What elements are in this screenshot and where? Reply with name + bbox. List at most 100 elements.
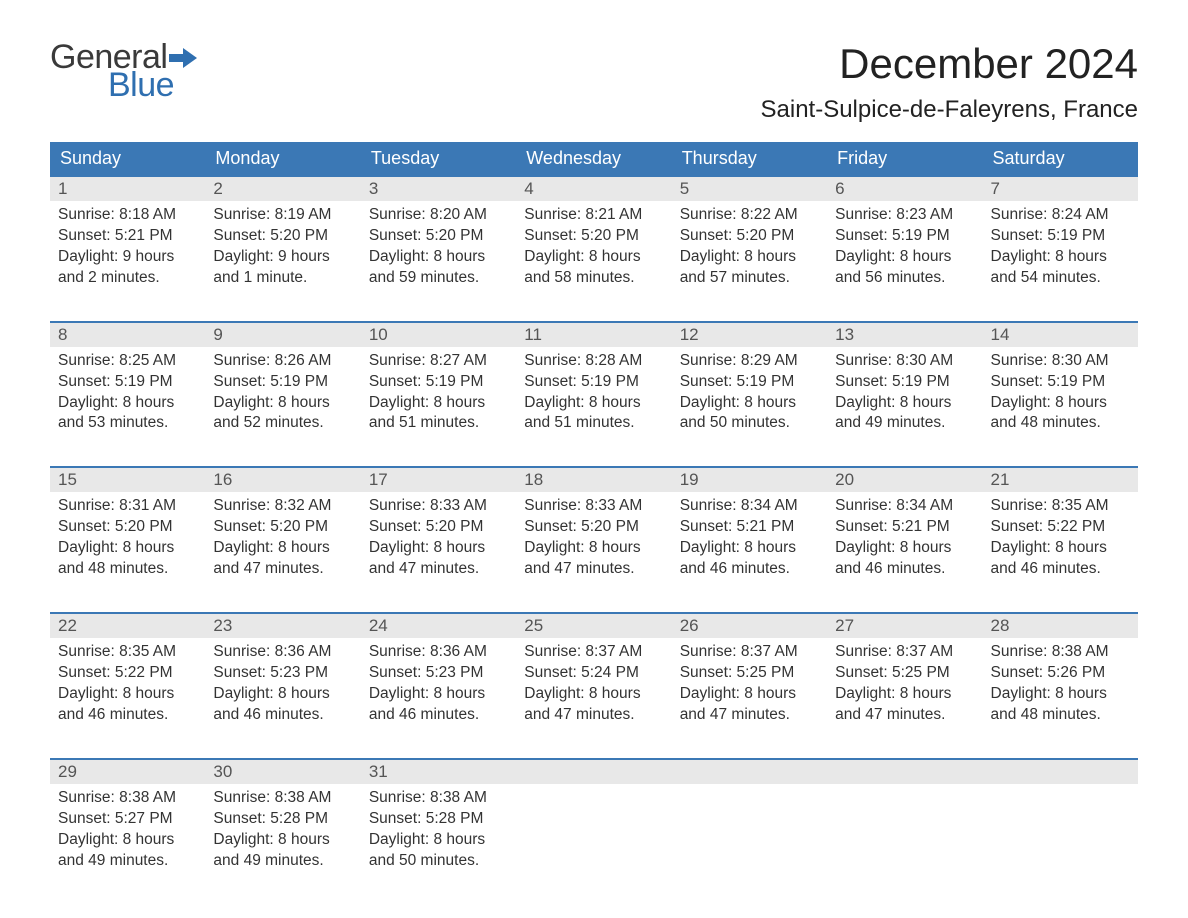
- dow-tuesday: Tuesday: [361, 142, 516, 175]
- sunrise-line: Sunrise: 8:27 AM: [369, 351, 508, 372]
- sunrise-line: Sunrise: 8:28 AM: [524, 351, 663, 372]
- sunrise-line: Sunrise: 8:26 AM: [213, 351, 352, 372]
- daylight-line: and 54 minutes.: [991, 268, 1130, 289]
- day-details: Sunrise: 8:25 AMSunset: 5:19 PMDaylight:…: [50, 347, 205, 435]
- sunset-line: Sunset: 5:19 PM: [835, 226, 974, 247]
- sunrise-line: Sunrise: 8:38 AM: [991, 642, 1130, 663]
- sunrise-line: Sunrise: 8:38 AM: [369, 788, 508, 809]
- daylight-line: and 46 minutes.: [991, 559, 1130, 580]
- calendar-day: 17Sunrise: 8:33 AMSunset: 5:20 PMDayligh…: [361, 468, 516, 594]
- calendar-day: .: [827, 760, 982, 886]
- calendar-day: 29Sunrise: 8:38 AMSunset: 5:27 PMDayligh…: [50, 760, 205, 886]
- daylight-line: Daylight: 8 hours: [835, 538, 974, 559]
- sunset-line: Sunset: 5:19 PM: [58, 372, 197, 393]
- day-details: Sunrise: 8:22 AMSunset: 5:20 PMDaylight:…: [672, 201, 827, 289]
- day-number: 11: [524, 325, 542, 344]
- day-number-bar: 11: [516, 323, 671, 347]
- sunset-line: Sunset: 5:20 PM: [524, 226, 663, 247]
- sunset-line: Sunset: 5:27 PM: [58, 809, 197, 830]
- day-number: 10: [369, 325, 388, 344]
- calendar-day: 11 Sunrise: 8:28 AMSunset: 5:19 PMDayligh…: [516, 323, 671, 449]
- day-details: Sunrise: 8:21 AMSunset: 5:20 PMDaylight:…: [516, 201, 671, 289]
- day-of-week-header: Sunday Monday Tuesday Wednesday Thursday…: [50, 142, 1138, 175]
- day-number-bar: 22: [50, 614, 205, 638]
- sunrise-line: Sunrise: 8:38 AM: [213, 788, 352, 809]
- daylight-line: and 1 minute.: [213, 268, 352, 289]
- calendar: Sunday Monday Tuesday Wednesday Thursday…: [50, 142, 1138, 885]
- sunrise-line: Sunrise: 8:21 AM: [524, 205, 663, 226]
- day-number: 14: [991, 325, 1010, 344]
- day-number-bar: 25: [516, 614, 671, 638]
- day-details: Sunrise: 8:35 AMSunset: 5:22 PMDaylight:…: [50, 638, 205, 726]
- sunrise-line: Sunrise: 8:29 AM: [680, 351, 819, 372]
- day-details: Sunrise: 8:28 AMSunset: 5:19 PMDaylight:…: [516, 347, 671, 435]
- day-number: 29: [58, 762, 77, 781]
- sunset-line: Sunset: 5:22 PM: [991, 517, 1130, 538]
- sunset-line: Sunset: 5:20 PM: [524, 517, 663, 538]
- day-number-bar: 14: [983, 323, 1138, 347]
- day-number-bar: .: [516, 760, 671, 784]
- day-number-bar: .: [983, 760, 1138, 784]
- sunset-line: Sunset: 5:20 PM: [213, 226, 352, 247]
- day-details: Sunrise: 8:36 AMSunset: 5:23 PMDaylight:…: [361, 638, 516, 726]
- day-number: 7: [991, 179, 1000, 198]
- day-details: Sunrise: 8:35 AMSunset: 5:22 PMDaylight:…: [983, 492, 1138, 580]
- day-number-bar: 19: [672, 468, 827, 492]
- sunset-line: Sunset: 5:20 PM: [58, 517, 197, 538]
- day-number: 1: [58, 179, 67, 198]
- day-details: Sunrise: 8:20 AMSunset: 5:20 PMDaylight:…: [361, 201, 516, 289]
- daylight-line: and 47 minutes.: [524, 559, 663, 580]
- title-block: December 2024 Saint-Sulpice-de-Faleyrens…: [761, 40, 1139, 124]
- calendar-day: 22Sunrise: 8:35 AMSunset: 5:22 PMDayligh…: [50, 614, 205, 740]
- calendar-day: 19Sunrise: 8:34 AMSunset: 5:21 PMDayligh…: [672, 468, 827, 594]
- day-details: Sunrise: 8:38 AMSunset: 5:28 PMDaylight:…: [205, 784, 360, 872]
- calendar-day: 3Sunrise: 8:20 AMSunset: 5:20 PMDaylight…: [361, 177, 516, 303]
- day-number-bar: 12: [672, 323, 827, 347]
- day-details: Sunrise: 8:37 AMSunset: 5:25 PMDaylight:…: [827, 638, 982, 726]
- daylight-line: Daylight: 8 hours: [369, 684, 508, 705]
- day-number-bar: .: [827, 760, 982, 784]
- daylight-line: Daylight: 8 hours: [58, 538, 197, 559]
- daylight-line: and 49 minutes.: [213, 851, 352, 872]
- day-number-bar: 5: [672, 177, 827, 201]
- calendar-day: 23Sunrise: 8:36 AMSunset: 5:23 PMDayligh…: [205, 614, 360, 740]
- daylight-line: Daylight: 8 hours: [369, 393, 508, 414]
- daylight-line: Daylight: 8 hours: [835, 393, 974, 414]
- daylight-line: and 59 minutes.: [369, 268, 508, 289]
- day-number-bar: 26: [672, 614, 827, 638]
- day-number-bar: 8: [50, 323, 205, 347]
- day-number-bar: 2: [205, 177, 360, 201]
- daylight-line: and 58 minutes.: [524, 268, 663, 289]
- day-number: 31: [369, 762, 388, 781]
- day-number: 8: [58, 325, 67, 344]
- daylight-line: Daylight: 8 hours: [369, 830, 508, 851]
- day-details: Sunrise: 8:26 AMSunset: 5:19 PMDaylight:…: [205, 347, 360, 435]
- daylight-line: Daylight: 8 hours: [369, 247, 508, 268]
- daylight-line: Daylight: 8 hours: [213, 538, 352, 559]
- day-details: Sunrise: 8:38 AMSunset: 5:26 PMDaylight:…: [983, 638, 1138, 726]
- sunset-line: Sunset: 5:19 PM: [524, 372, 663, 393]
- sunset-line: Sunset: 5:24 PM: [524, 663, 663, 684]
- daylight-line: and 51 minutes.: [524, 413, 663, 434]
- daylight-line: Daylight: 8 hours: [58, 830, 197, 851]
- calendar-day: 9Sunrise: 8:26 AMSunset: 5:19 PMDaylight…: [205, 323, 360, 449]
- daylight-line: and 47 minutes.: [835, 705, 974, 726]
- day-number: 25: [524, 616, 543, 635]
- daylight-line: and 47 minutes.: [524, 705, 663, 726]
- day-number-bar: 10: [361, 323, 516, 347]
- day-number-bar: 28: [983, 614, 1138, 638]
- daylight-line: and 47 minutes.: [680, 705, 819, 726]
- sunset-line: Sunset: 5:28 PM: [369, 809, 508, 830]
- calendar-day: .: [516, 760, 671, 886]
- daylight-line: Daylight: 9 hours: [58, 247, 197, 268]
- daylight-line: and 49 minutes.: [835, 413, 974, 434]
- calendar-day: 8 Sunrise: 8:25 AMSunset: 5:19 PMDaylight…: [50, 323, 205, 449]
- day-number-bar: 18: [516, 468, 671, 492]
- header: General Blue December 2024 Saint-Sulpice…: [50, 40, 1138, 124]
- dow-friday: Friday: [827, 142, 982, 175]
- sunset-line: Sunset: 5:28 PM: [213, 809, 352, 830]
- day-number: 16: [213, 470, 232, 489]
- dow-thursday: Thursday: [672, 142, 827, 175]
- sunset-line: Sunset: 5:21 PM: [680, 517, 819, 538]
- sunrise-line: Sunrise: 8:37 AM: [835, 642, 974, 663]
